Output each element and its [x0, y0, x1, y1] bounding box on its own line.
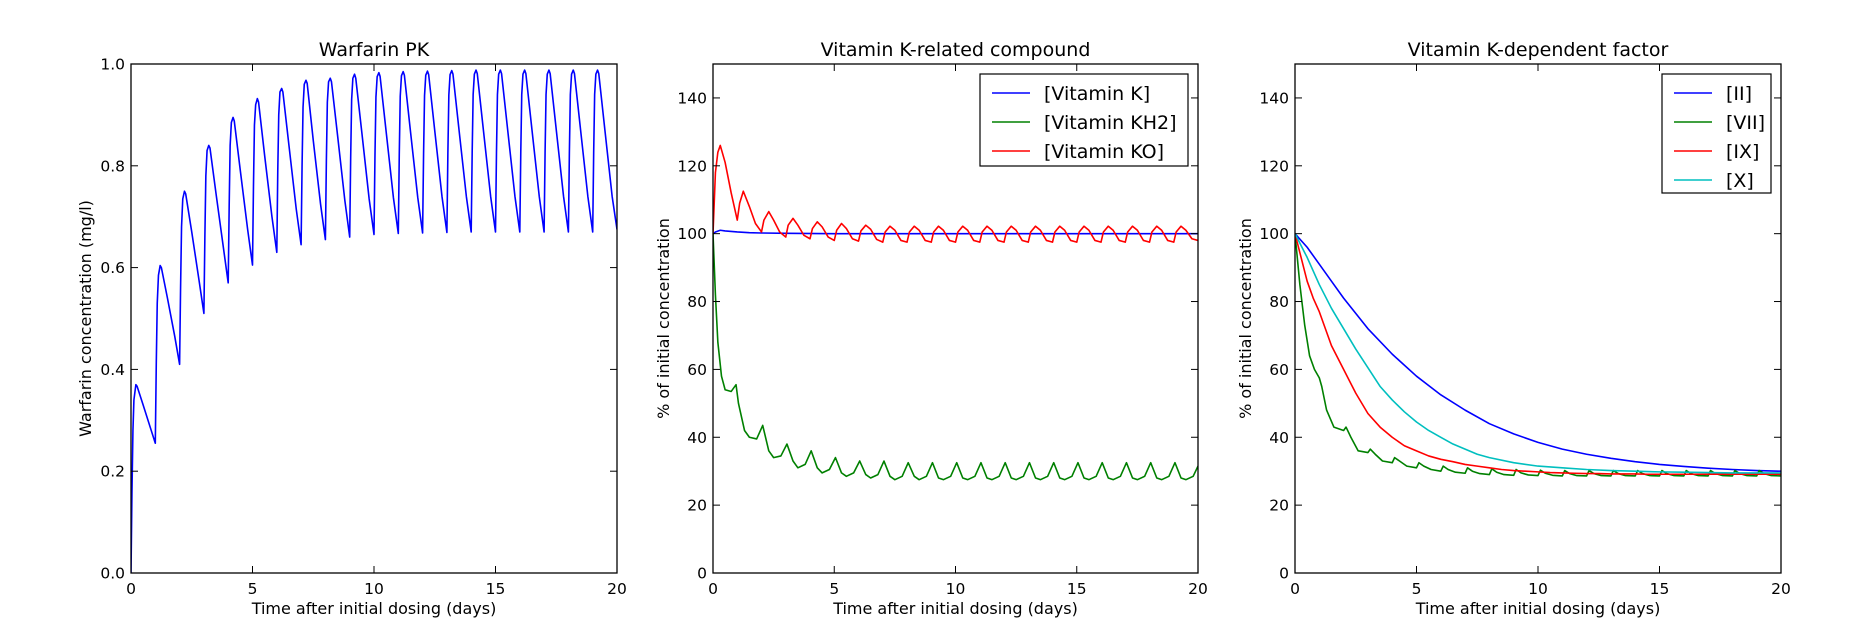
legend-entry-label: [X] — [1726, 170, 1754, 192]
series-line-vitamin-kh2 — [713, 233, 1198, 481]
x-tick-label: 20 — [1771, 580, 1791, 598]
y-tick-label: 40 — [687, 429, 707, 447]
x-tick-label: 20 — [1188, 580, 1208, 598]
x-tick-label: 0 — [708, 580, 718, 598]
chart-title: Vitamin K-dependent factor — [1408, 39, 1669, 61]
legend-entry-label: [Vitamin KO] — [1044, 141, 1164, 163]
x-tick-label: 5 — [1412, 580, 1422, 598]
y-tick-label: 0.2 — [100, 463, 125, 481]
y-tick-label: 1.0 — [100, 56, 125, 74]
axes-frame — [130, 63, 618, 574]
y-tick-label: 120 — [1259, 157, 1289, 175]
y-tick-label: 60 — [1269, 361, 1289, 379]
x-tick-label: 20 — [607, 580, 627, 598]
y-tick-label: 140 — [1259, 89, 1289, 107]
x-tick-label: 0 — [1290, 580, 1300, 598]
y-tick-label: 0.6 — [100, 259, 125, 277]
legend-entry-label: [IX] — [1726, 141, 1759, 163]
y-tick-label: 120 — [677, 157, 707, 175]
series-line-vitamin-ko — [713, 144, 1198, 243]
y-tick-label: 20 — [1269, 497, 1289, 515]
x-tick-label: 10 — [364, 580, 384, 598]
legend-entry-label: [Vitamin K] — [1044, 83, 1150, 105]
legend-entry-label: [Vitamin KH2] — [1044, 112, 1176, 134]
chart-title: Warfarin PK — [319, 39, 430, 61]
y-tick-label: 40 — [1269, 429, 1289, 447]
y-tick-label: 100 — [677, 225, 707, 243]
y-tick-label: 0 — [1279, 565, 1289, 583]
series-line-warfarin — [131, 69, 617, 573]
x-tick-label: 0 — [126, 580, 136, 598]
x-tick-label: 5 — [248, 580, 258, 598]
series-line-ii — [1295, 233, 1781, 472]
y-axis-label: % of initial concentration — [654, 218, 673, 419]
x-axis-label: Time after initial dosing (days) — [1415, 599, 1661, 618]
chart-title: Vitamin K-related compound — [821, 39, 1091, 61]
series-line-vitamin-k — [713, 229, 1198, 235]
x-tick-label: 10 — [1528, 580, 1548, 598]
legend: [II] [VII] [IX] [X] — [1661, 73, 1772, 194]
y-tick-label: 0.8 — [100, 157, 125, 175]
y-tick-label: 0.0 — [100, 565, 125, 583]
y-tick-label: 0 — [697, 565, 707, 583]
x-tick-label: 15 — [1067, 580, 1087, 598]
series-line-x — [1295, 233, 1781, 474]
chart-panel-2: 0 5 10 15 20 0 20 40 60 80 100 120 140 Vitamin K-rela… — [654, 39, 1208, 618]
y-axis-label: Warfarin concentration (mg/l) — [76, 200, 95, 437]
x-tick-label: 5 — [829, 580, 839, 598]
y-tick-label: 60 — [687, 361, 707, 379]
y-tick-label: 0.4 — [100, 361, 125, 379]
x-tick-label: 15 — [486, 580, 506, 598]
x-axis-label: Time after initial dosing (days) — [251, 599, 497, 618]
y-tick-label: 20 — [687, 497, 707, 515]
chart-panel-1: 0 5 10 15 20 0.0 0.2 0.4 0.6 0.8 1.0 Warfarin PK Tim… — [76, 39, 627, 618]
chart-panel-3: 0 5 10 15 20 0 20 40 60 80 100 120 140 Vitamin K-depe… — [1236, 39, 1791, 618]
legend: [Vitamin K] [Vitamin KH2] [Vitamin KO] — [979, 73, 1189, 167]
x-tick-label: 15 — [1650, 580, 1670, 598]
y-axis-label: % of initial concentration — [1236, 218, 1255, 419]
legend-box — [1661, 73, 1772, 194]
y-tick-label: 100 — [1259, 225, 1289, 243]
legend-entry-label: [II] — [1726, 83, 1752, 105]
y-tick-label: 140 — [677, 89, 707, 107]
series-line-ix — [1295, 233, 1781, 476]
legend-entry-label: [VII] — [1726, 112, 1765, 134]
x-tick-label: 10 — [946, 580, 966, 598]
series-line-vii — [1295, 233, 1781, 477]
x-axis-label: Time after initial dosing (days) — [832, 599, 1078, 618]
y-tick-label: 80 — [1269, 293, 1289, 311]
y-tick-label: 80 — [687, 293, 707, 311]
